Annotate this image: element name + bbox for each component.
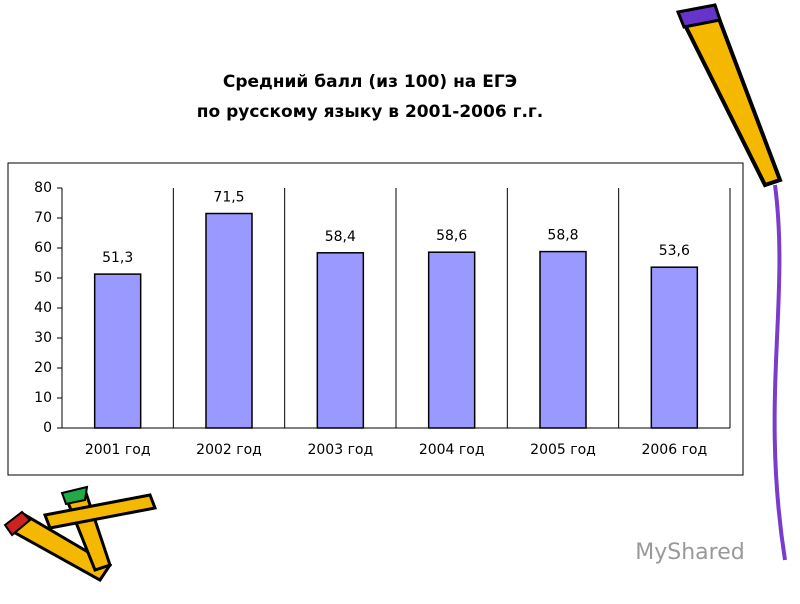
- bar: [650, 266, 699, 429]
- y-tick-label: 60: [34, 240, 52, 256]
- x-tick-label: 2005 год: [530, 442, 596, 458]
- y-tick-label: 30: [34, 330, 52, 346]
- value-label: 58,6: [436, 228, 467, 244]
- value-label: 71,5: [213, 190, 244, 206]
- pencil-decoration: [675, 3, 787, 561]
- y-tick-label: 10: [34, 390, 52, 406]
- y-tick-label: 50: [34, 270, 52, 286]
- value-label: 58,4: [325, 229, 356, 245]
- y-tick-label: 0: [43, 420, 52, 436]
- x-tick-label: 2002 год: [196, 442, 262, 458]
- x-tick-label: 2003 год: [307, 442, 373, 458]
- x-tick-label: 2004 год: [419, 442, 485, 458]
- pencil-decoration: [3, 485, 158, 582]
- y-tick-label: 40: [34, 300, 52, 316]
- bar: [316, 252, 365, 429]
- y-tick-label: 80: [34, 180, 52, 196]
- bar: [205, 212, 253, 429]
- value-label: 58,8: [547, 228, 578, 244]
- y-tick-label: 20: [34, 360, 52, 376]
- value-label: 51,3: [102, 250, 133, 266]
- y-tick-label: 70: [34, 210, 52, 226]
- x-tick-label: 2001 год: [85, 442, 151, 458]
- bar: [93, 273, 142, 429]
- watermark: MyShared: [635, 540, 744, 565]
- chart-title: Средний балл (из 100) на ЕГЭ: [223, 72, 517, 92]
- bar: [427, 251, 476, 429]
- x-tick-label: 2006 год: [641, 442, 707, 458]
- value-label: 53,6: [659, 243, 690, 259]
- chart-subtitle: по русскому языку в 2001-2006 г.г.: [197, 102, 544, 122]
- bar: [539, 250, 587, 429]
